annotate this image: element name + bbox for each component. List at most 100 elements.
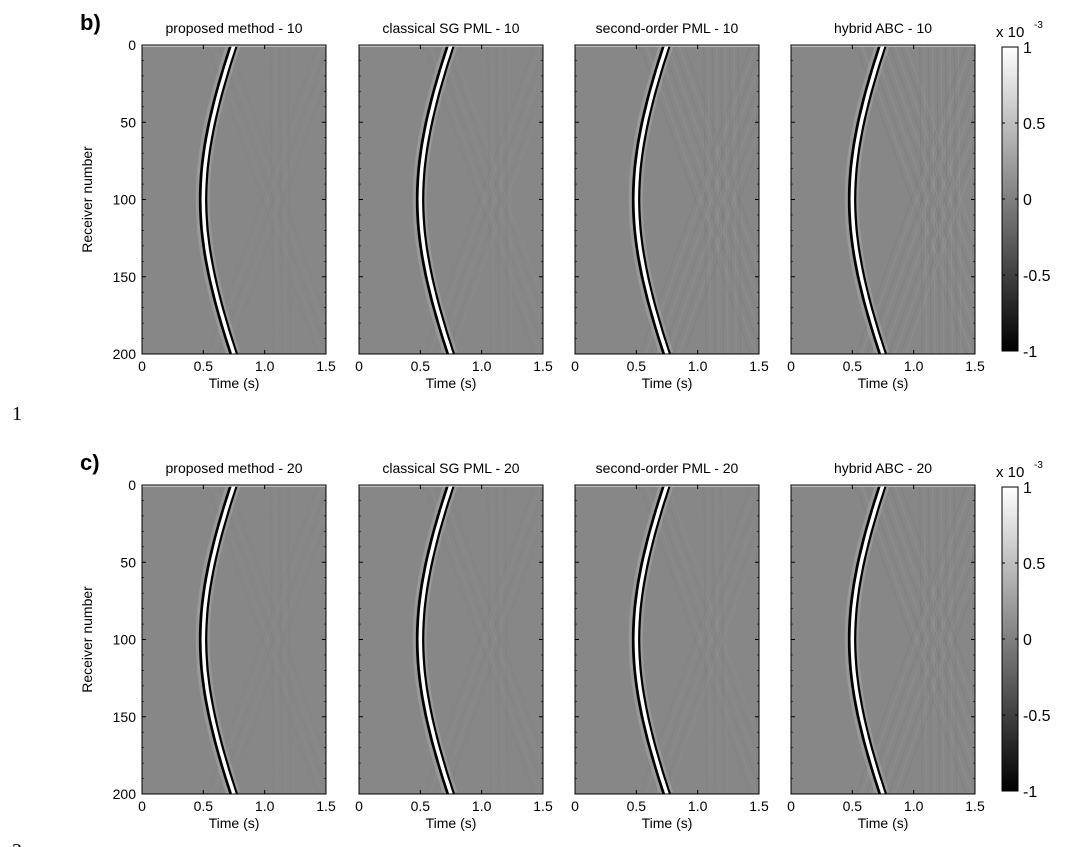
x-tick-label: 0.5 [843, 798, 863, 814]
artifact-line [211, 45, 324, 354]
arrival-peak [850, 485, 885, 794]
artifact-line [644, 485, 757, 794]
x-tick-label: 1.5 [533, 358, 553, 374]
artifact-line [940, 45, 945, 354]
artifact-line [953, 485, 958, 794]
row-label: b) [80, 10, 101, 35]
artifact-line [217, 485, 326, 789]
artifact-line [428, 485, 541, 794]
colorbar-tick-label: 0 [1023, 192, 1032, 209]
x-axis-label: Time (s) [642, 375, 693, 391]
artifact-line [440, 485, 543, 774]
artifact-line [855, 485, 967, 794]
artifact-line [949, 45, 953, 354]
panel-background [359, 45, 543, 354]
x-axis-label: Time (s) [426, 375, 477, 391]
y-tick-label: 100 [113, 632, 137, 648]
artifact-line [894, 127, 975, 354]
artifact-line [656, 65, 759, 354]
artifact-line [491, 45, 496, 354]
artifact-line [504, 45, 508, 354]
x-tick-label: 1.0 [255, 358, 275, 374]
artifact-line [650, 50, 759, 354]
artifact-line [451, 45, 543, 303]
y-tick-label: 100 [113, 192, 137, 208]
panel-artifacts [575, 45, 759, 354]
artifact-line [278, 485, 283, 794]
x-tick-label: 0 [787, 358, 795, 374]
y-tick-label: 50 [120, 554, 136, 570]
artifact-line [860, 45, 973, 354]
y-axis-label: Receiver number [79, 586, 95, 693]
panel-background [791, 45, 975, 354]
artifact-line [899, 485, 975, 697]
colorbar-tick-label: 0 [1023, 632, 1032, 649]
panel-title: second-order PML - 10 [596, 20, 739, 36]
artifact-line [211, 485, 324, 794]
artifact-line [923, 45, 928, 354]
artifact-line [661, 80, 759, 354]
artifact-line [683, 45, 759, 257]
artifact-line [504, 485, 508, 794]
artifact-line [445, 80, 543, 354]
artifact-line [278, 45, 283, 354]
artifact-line [283, 45, 287, 354]
y-tick-label: 200 [113, 786, 137, 802]
artifact-line [888, 551, 975, 794]
x-tick-label: 0 [571, 358, 579, 374]
artifact-line [877, 520, 975, 794]
artifact-line [866, 485, 975, 789]
arrival-peak [634, 45, 669, 354]
artifact-line [428, 45, 541, 354]
page-marker: 2 [12, 840, 22, 847]
colorbar-scale-label: x 10 [996, 464, 1024, 481]
artifact-line [287, 485, 291, 794]
artifact-line [877, 485, 975, 759]
x-tick-label: 1.0 [904, 798, 924, 814]
x-tick-label: 1.5 [316, 358, 336, 374]
x-tick-label: 1.0 [255, 798, 275, 814]
artifact-line [287, 45, 291, 354]
artifact-line [283, 485, 287, 794]
arrival-peak [850, 45, 885, 354]
artifact-line [711, 45, 716, 354]
artifact-line [672, 111, 759, 354]
artifact-line [211, 485, 324, 794]
artifact-line [888, 485, 975, 728]
artifact-line [866, 490, 975, 794]
artifact-line [423, 485, 535, 794]
artifact-line [860, 485, 973, 794]
x-tick-label: 1.5 [749, 798, 769, 814]
y-axis-label: Receiver number [79, 146, 95, 253]
artifact-line [217, 45, 326, 349]
x-axis-label: Time (s) [209, 375, 260, 391]
arrival-peak [634, 485, 669, 794]
artifact-line [644, 485, 757, 794]
artifact-line [894, 567, 975, 794]
artifact-line [217, 490, 326, 794]
artifact-line [440, 505, 543, 794]
colorbar-scale-label: x 10 [996, 24, 1024, 41]
artifact-line [872, 45, 975, 334]
artifact-line [228, 80, 326, 354]
artifact-line [729, 45, 733, 354]
x-tick-label: 1.0 [688, 798, 708, 814]
artifact-line [274, 45, 279, 354]
artifact-line [703, 45, 707, 354]
x-tick-label: 0.5 [194, 358, 214, 374]
x-tick-label: 0.5 [411, 798, 431, 814]
artifact-line [495, 485, 500, 794]
colorbar-tick-label: 0.5 [1023, 556, 1045, 573]
y-tick-label: 150 [113, 709, 137, 725]
artifact-line [639, 45, 751, 354]
artifact-line [487, 485, 491, 794]
colorbar-tick-label: -0.5 [1023, 268, 1051, 285]
x-tick-label: 1.5 [965, 358, 985, 374]
x-tick-label: 0.5 [411, 358, 431, 374]
artifact-line [428, 45, 541, 354]
artifact-line [656, 45, 759, 334]
artifact-line [211, 45, 324, 354]
artifact-line [855, 45, 967, 354]
panel-artifacts [791, 485, 975, 794]
